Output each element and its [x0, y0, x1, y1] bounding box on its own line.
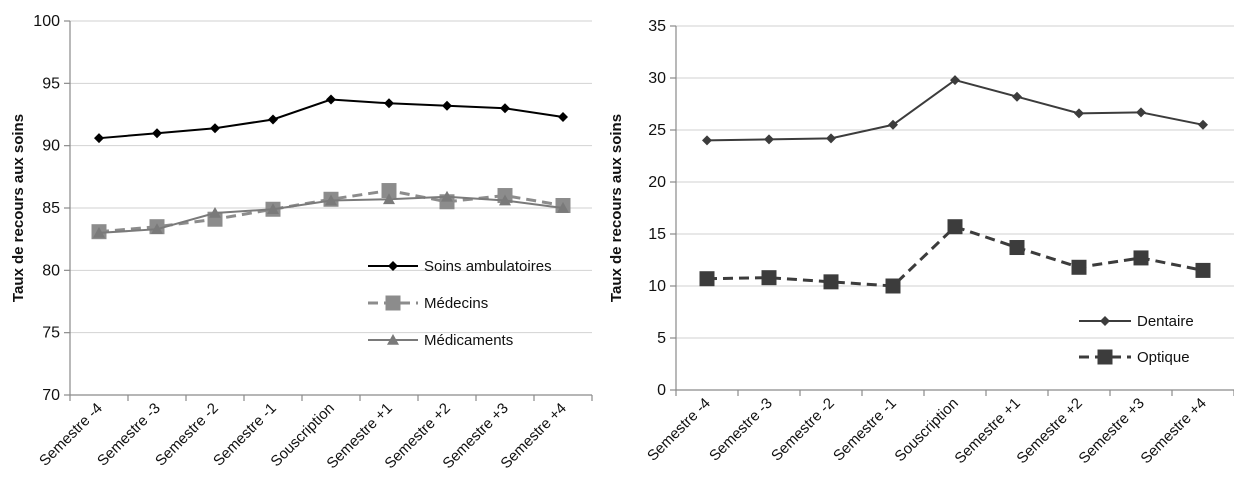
data-point	[441, 190, 453, 202]
data-point	[384, 98, 394, 109]
data-point	[888, 119, 898, 130]
data-point	[383, 193, 395, 205]
y-tick-label: 70	[42, 387, 60, 404]
data-point	[210, 123, 220, 134]
data-point	[325, 194, 337, 206]
data-point	[950, 75, 960, 86]
legend-label: Médecins	[424, 295, 488, 312]
y-tick-label: 20	[648, 174, 666, 191]
data-point	[499, 194, 511, 206]
x-tick-label: Semestre +2	[1013, 395, 1085, 467]
legend-label: Optique	[1137, 349, 1190, 366]
y-tick-label: 10	[648, 278, 666, 295]
data-point	[1195, 262, 1211, 278]
data-point	[823, 274, 839, 290]
legend-label: Médicaments	[424, 332, 513, 349]
data-point	[151, 223, 163, 234]
data-point	[1198, 119, 1208, 130]
data-point	[947, 219, 963, 235]
legend-entry: Soins ambulatoires	[368, 258, 552, 275]
x-tick-label: Semestre -1	[830, 395, 900, 465]
legend-marker	[1100, 316, 1110, 326]
y-axis-label: Taux de recours aux soins	[10, 114, 27, 302]
series-line	[706, 78, 1204, 142]
y-tick-label: 25	[648, 122, 666, 139]
data-point	[764, 134, 774, 145]
y-tick-label: 30	[648, 70, 666, 87]
legend-marker	[388, 261, 398, 271]
data-point	[442, 100, 452, 111]
data-point	[558, 111, 568, 122]
y-tick-label: 90	[42, 138, 60, 155]
data-point	[93, 226, 105, 238]
data-point	[1012, 91, 1022, 102]
data-point	[94, 133, 104, 144]
legend-entry: Médicaments	[368, 332, 513, 349]
data-point	[699, 271, 715, 287]
data-point	[209, 206, 221, 218]
data-point	[152, 128, 162, 139]
data-point	[885, 278, 901, 294]
legend-marker	[1097, 349, 1113, 365]
x-tick-label: Semestre +3	[1075, 395, 1147, 467]
x-tick-label: Semestre -3	[706, 395, 776, 465]
y-tick-label: 100	[33, 13, 60, 30]
y-tick-label: 15	[648, 226, 666, 243]
data-point	[702, 135, 712, 146]
data-point	[1133, 250, 1149, 266]
series-dentaire	[702, 75, 1208, 146]
y-tick-label: 0	[657, 382, 666, 399]
series-line	[98, 98, 564, 140]
legend-entry: Optique	[1079, 349, 1190, 366]
x-tick-label: Semestre -4	[644, 395, 714, 465]
series-m-dicaments	[93, 190, 569, 238]
x-tick-label: Semestre +4	[1137, 395, 1209, 467]
y-tick-label: 95	[42, 75, 60, 92]
data-point	[557, 202, 569, 213]
data-point	[500, 103, 510, 114]
y-tick-label: 80	[42, 262, 60, 279]
y-tick-label: 5	[657, 330, 666, 347]
legend-label: Soins ambulatoires	[424, 258, 552, 275]
y-tick-label: 75	[42, 325, 60, 342]
legend-entry: Dentaire	[1079, 313, 1194, 330]
legend-marker	[385, 295, 401, 311]
series-line	[706, 225, 1204, 288]
data-point	[268, 114, 278, 125]
legend-entry: Médecins	[368, 295, 488, 312]
legend-label: Dentaire	[1137, 313, 1194, 330]
data-point	[267, 203, 279, 215]
series-m-decins	[91, 183, 571, 240]
y-tick-label: 35	[648, 18, 666, 35]
data-point	[1009, 240, 1025, 256]
series-optique	[699, 219, 1211, 294]
x-tick-label: Semestre +1	[951, 395, 1023, 467]
y-tick-label: 85	[42, 200, 60, 217]
y-axis-label: Taux de recours aux soins	[608, 114, 625, 302]
data-point	[381, 183, 397, 199]
data-point	[1074, 108, 1084, 119]
data-point	[1071, 259, 1087, 275]
data-point	[1136, 107, 1146, 118]
data-point	[826, 133, 836, 144]
legend-marker	[387, 334, 399, 345]
x-tick-label: Semestre -2	[768, 395, 838, 465]
series-soins-ambulatoires	[94, 94, 568, 144]
data-point	[326, 94, 336, 105]
data-point	[761, 270, 777, 286]
series-line	[98, 189, 564, 234]
